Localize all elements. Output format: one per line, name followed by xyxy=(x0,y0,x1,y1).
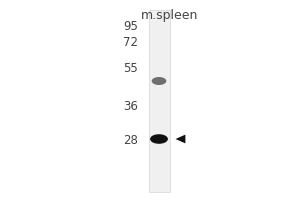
Text: 72: 72 xyxy=(123,36,138,48)
Text: 95: 95 xyxy=(123,21,138,33)
Text: 28: 28 xyxy=(123,134,138,148)
Text: m.spleen: m.spleen xyxy=(141,9,198,22)
Bar xyxy=(148,10,170,192)
Ellipse shape xyxy=(152,77,166,85)
Text: 36: 36 xyxy=(123,99,138,112)
Text: 55: 55 xyxy=(123,62,138,75)
Polygon shape xyxy=(176,135,185,143)
Ellipse shape xyxy=(150,134,168,144)
